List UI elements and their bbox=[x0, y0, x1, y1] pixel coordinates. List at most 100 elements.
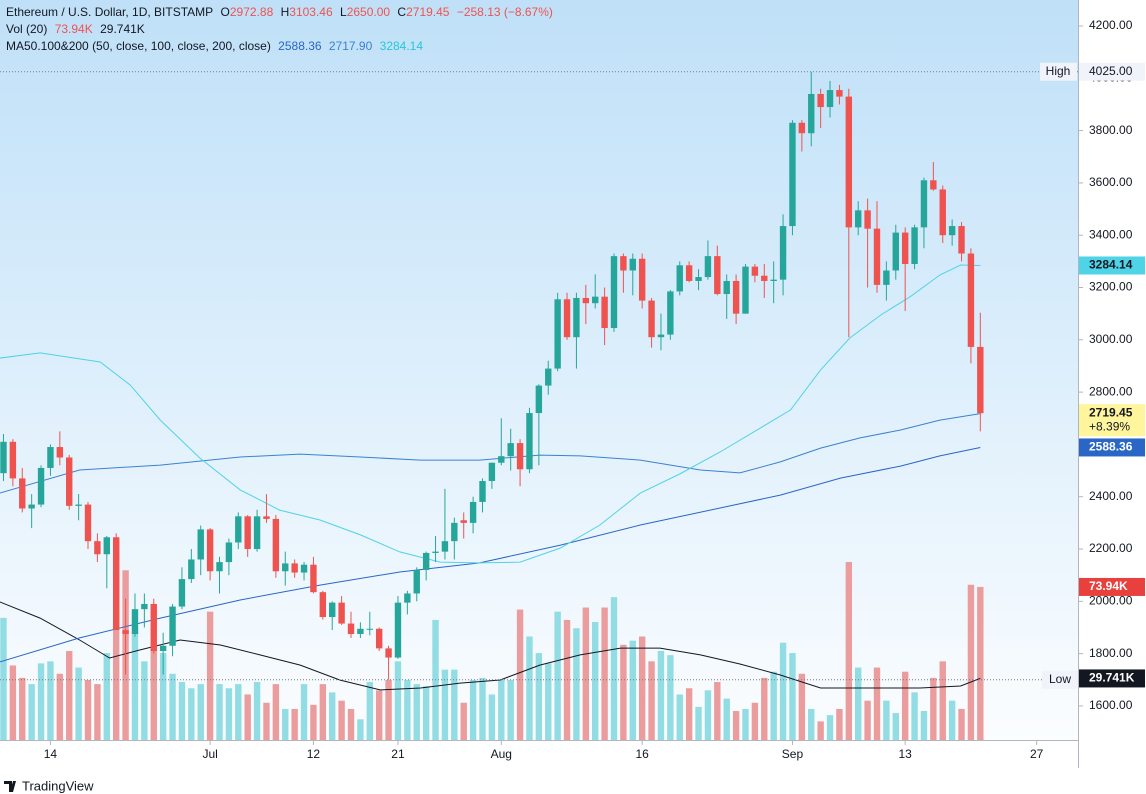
y-tick-label: 3000.00 bbox=[1089, 332, 1133, 346]
axes: 1600.001800.002000.002200.002400.002600.… bbox=[44, 18, 1145, 761]
volume-bar bbox=[826, 715, 834, 740]
brand-logo bbox=[4, 781, 16, 792]
candle-body bbox=[958, 226, 965, 254]
candle-body bbox=[9, 441, 17, 479]
candle-body bbox=[253, 516, 261, 550]
volume-bar bbox=[930, 677, 937, 740]
volume-bar bbox=[197, 684, 204, 740]
volume-bar bbox=[404, 679, 411, 740]
candle-body bbox=[441, 541, 449, 552]
volume-bar bbox=[206, 611, 214, 740]
moving-average-line bbox=[0, 447, 981, 663]
volume-bar bbox=[873, 667, 881, 740]
volume-bar bbox=[225, 688, 233, 740]
candle-body bbox=[300, 564, 308, 573]
candle-body bbox=[460, 520, 467, 523]
candle-body bbox=[488, 462, 496, 482]
volume-bar bbox=[469, 679, 477, 740]
volume-bar bbox=[507, 679, 514, 740]
candle-body bbox=[770, 279, 777, 281]
volume-bar bbox=[601, 607, 608, 740]
volume-bar bbox=[779, 642, 787, 740]
legend-row: Ethereum / U.S. Dollar, 1D, BITSTAMP O29… bbox=[6, 4, 557, 21]
price-label: 3284.14 bbox=[1089, 258, 1133, 272]
candle-body bbox=[394, 602, 402, 658]
volume-bar bbox=[751, 702, 759, 740]
candle-body bbox=[620, 256, 627, 271]
candle-body bbox=[37, 467, 45, 505]
volume-bar bbox=[366, 682, 373, 740]
volume-bar bbox=[545, 663, 552, 740]
candle-body bbox=[28, 504, 35, 509]
volume-bar bbox=[244, 694, 251, 740]
volume-bar bbox=[620, 644, 627, 740]
legend-row: MA50.100&200 (50, close, 100, close, 200… bbox=[6, 38, 557, 55]
candle-body bbox=[319, 592, 327, 618]
candle-body bbox=[845, 96, 853, 228]
candle-body bbox=[855, 210, 862, 228]
candle-body bbox=[479, 481, 486, 502]
volume-bar bbox=[808, 708, 815, 740]
low-tag bbox=[1042, 670, 1078, 689]
y-tick-label: 2200.00 bbox=[1089, 541, 1133, 555]
volume-bar bbox=[112, 541, 120, 740]
price-label-box bbox=[1079, 404, 1145, 437]
volume-bar bbox=[282, 708, 289, 740]
candle-body bbox=[366, 628, 373, 630]
candle-body bbox=[19, 478, 26, 509]
price-label-box bbox=[1079, 256, 1145, 275]
volume-bar bbox=[357, 719, 364, 740]
volume-bar bbox=[451, 669, 458, 740]
candle-body bbox=[197, 529, 204, 560]
high-price-label: 4025.00 bbox=[1089, 64, 1133, 78]
candle-body bbox=[338, 602, 345, 624]
candle-body bbox=[695, 277, 702, 281]
volume-bar bbox=[263, 702, 270, 740]
volume-label: 73.94K bbox=[1089, 579, 1128, 593]
volume-bar bbox=[347, 708, 355, 740]
moving-average-line bbox=[0, 264, 981, 564]
volume-bar bbox=[0, 617, 7, 740]
ohlc-value: 2719.45 bbox=[406, 5, 450, 19]
volume-bar bbox=[685, 688, 693, 740]
candle-body bbox=[535, 385, 543, 414]
candle-body bbox=[911, 227, 918, 264]
volume-bar bbox=[629, 640, 636, 740]
candle-body bbox=[469, 501, 477, 523]
volume-bar bbox=[9, 665, 17, 740]
candle-body bbox=[751, 266, 759, 276]
candle-body bbox=[808, 93, 815, 134]
candle-body bbox=[66, 457, 73, 506]
plot bbox=[0, 71, 1078, 740]
candle-body bbox=[282, 563, 289, 572]
volume-bar bbox=[911, 692, 918, 740]
candle-body bbox=[582, 297, 590, 304]
volume-bar bbox=[864, 700, 871, 740]
volume-bar bbox=[329, 692, 336, 740]
volume-bar bbox=[375, 690, 383, 740]
candle-body bbox=[112, 537, 120, 631]
y-tick-label: 2400.00 bbox=[1089, 489, 1133, 503]
volume-bar bbox=[920, 711, 928, 740]
candle-body bbox=[685, 265, 693, 281]
volume-bar bbox=[94, 684, 101, 740]
volume-bar bbox=[300, 684, 308, 740]
candle-body bbox=[723, 280, 730, 295]
vol-ma-value: 29.741K bbox=[100, 22, 145, 36]
volume-bar bbox=[37, 663, 45, 740]
brand: TradingView bbox=[22, 778, 94, 793]
volume-bar bbox=[460, 702, 467, 740]
y-tick-label: 1600.00 bbox=[1089, 698, 1133, 712]
volume-bar bbox=[892, 713, 899, 740]
candle-body bbox=[789, 122, 796, 227]
volume-bar bbox=[422, 686, 430, 740]
volume-bar bbox=[56, 673, 64, 740]
candle-body bbox=[667, 291, 674, 335]
price-label-box bbox=[1079, 438, 1145, 457]
volume-bar bbox=[535, 653, 543, 740]
ohlc: O2972.88 H3103.46 L2650.00 C2719.45 bbox=[221, 5, 457, 19]
candle-body bbox=[901, 232, 909, 264]
x-tick-label: Aug bbox=[491, 747, 512, 761]
volume-bar bbox=[159, 653, 167, 740]
